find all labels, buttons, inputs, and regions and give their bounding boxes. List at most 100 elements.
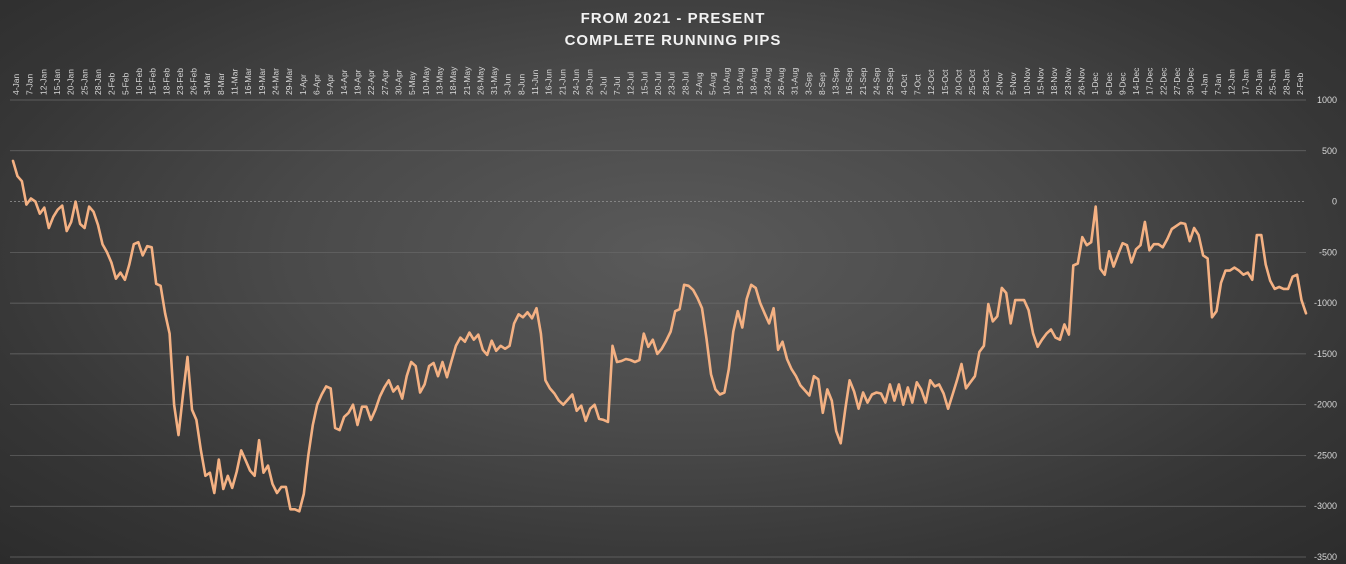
x-tick-label: 24-Mar xyxy=(271,68,281,95)
y-tick-label: -3000 xyxy=(1314,501,1337,511)
x-tick-label: 27-Dec xyxy=(1172,67,1182,95)
series-layer xyxy=(11,159,1308,513)
gridlines xyxy=(10,99,1306,558)
x-tick-label: 12-Oct xyxy=(926,69,936,95)
x-tick-label: 8-Sep xyxy=(817,72,827,95)
y-tick-label: -3500 xyxy=(1314,552,1337,562)
x-tick-label: 30-Dec xyxy=(1186,67,1196,95)
x-tick-label: 20-Jan xyxy=(66,69,76,95)
x-tick-label: 5-Aug xyxy=(708,72,718,95)
x-tick-label: 6-Dec xyxy=(1104,72,1114,95)
x-tick-label: 10-May xyxy=(421,66,431,95)
x-tick-label: 25-Oct xyxy=(967,69,977,95)
x-tick-label: 2-Feb xyxy=(107,73,117,95)
x-tick-label: 22-Apr xyxy=(366,69,376,95)
x-tick-label: 16-Sep xyxy=(844,67,854,95)
x-tick-label: 15-Feb xyxy=(148,68,158,95)
x-tick-label: 13-May xyxy=(434,66,444,95)
x-tick-label: 18-May xyxy=(448,66,458,95)
x-tick-label: 11-Jun xyxy=(530,69,540,95)
x-tick-label: 23-Jul xyxy=(667,72,677,95)
x-axis-ticks: 4-Jan 7-Jan 12-Jan 15-Jan 20-Jan 25-Jan 28-Jan… xyxy=(11,66,1305,95)
x-tick-label: 1-Dec xyxy=(1090,72,1100,95)
x-tick-label: 13-Sep xyxy=(831,67,841,95)
x-tick-label: 29-Jun xyxy=(585,69,595,95)
x-tick-label: 4-Oct xyxy=(899,74,909,95)
x-tick-label: 26-Aug xyxy=(776,67,786,95)
x-tick-label: 17-Dec xyxy=(1145,67,1155,95)
x-tick-label: 26-Nov xyxy=(1076,67,1086,95)
x-tick-label: 1-Apr xyxy=(298,74,308,95)
y-tick-label: 1000 xyxy=(1317,95,1337,105)
x-tick-label: 7-Jul xyxy=(612,76,622,95)
x-tick-label: 20-Jul xyxy=(653,72,663,95)
x-tick-label: 6-Apr xyxy=(312,74,322,95)
x-tick-label: 7-Jan xyxy=(25,73,35,95)
x-tick-label: 23-Aug xyxy=(762,67,772,95)
x-tick-label: 10-Aug xyxy=(721,67,731,95)
x-tick-label: 14-Dec xyxy=(1131,67,1141,95)
x-tick-label: 14-Apr xyxy=(339,69,349,95)
x-tick-label: 24-Jun xyxy=(571,69,581,95)
x-tick-label: 3-Sep xyxy=(803,72,813,95)
chart-subtitle: COMPLETE RUNNING PIPS xyxy=(564,32,782,49)
x-tick-label: 28-Jul xyxy=(680,72,690,95)
x-tick-label: 15-Jul xyxy=(639,72,649,95)
x-tick-label: 10-Nov xyxy=(1022,67,1032,95)
x-tick-label: 2-Nov xyxy=(994,72,1004,95)
x-tick-label: 29-Sep xyxy=(885,67,895,95)
x-tick-label: 10-Feb xyxy=(134,68,144,95)
y-tick-label: -2500 xyxy=(1314,450,1337,460)
x-tick-label: 13-Aug xyxy=(735,67,745,95)
x-tick-label: 18-Nov xyxy=(1049,67,1059,95)
chart-title-block: FROM 2021 - PRESENT COMPLETE RUNNING PIP… xyxy=(0,8,1346,52)
x-tick-label: 16-Mar xyxy=(243,68,253,95)
y-tick-label: -1000 xyxy=(1314,298,1337,308)
y-axis-ticks: 1000 500 0 -500 -1000 -1500 -2000 -2500 -3000 -35… xyxy=(1314,95,1337,562)
x-tick-label: 5-Feb xyxy=(120,73,130,95)
x-tick-label: 15-Oct xyxy=(940,69,950,95)
x-tick-label: 25-Jan xyxy=(1268,69,1278,95)
x-tick-label: 8-Mar xyxy=(216,73,226,95)
x-tick-label: 4-Jan xyxy=(1199,73,1209,95)
x-tick-label: 2-Feb xyxy=(1295,73,1305,95)
x-tick-label: 11-Mar xyxy=(230,69,240,95)
x-tick-label: 21-Jun xyxy=(557,69,567,95)
x-tick-label: 12-Jan xyxy=(38,69,48,95)
x-tick-label: 24-Sep xyxy=(872,67,882,95)
x-tick-label: 3-Jun xyxy=(503,73,513,95)
x-tick-label: 12-Jul xyxy=(626,72,636,95)
x-tick-label: 7-Oct xyxy=(913,74,923,95)
x-tick-label: 9-Apr xyxy=(325,74,335,95)
y-tick-label: 500 xyxy=(1322,146,1337,156)
x-tick-label: 12-Jan xyxy=(1227,69,1237,95)
x-tick-label: 21-May xyxy=(462,66,472,95)
x-tick-label: 19-Apr xyxy=(352,69,362,95)
x-tick-label: 28-Oct xyxy=(981,69,991,95)
x-tick-label: 20-Jan xyxy=(1254,69,1264,95)
x-tick-label: 31-May xyxy=(489,66,499,95)
x-tick-label: 25-Jan xyxy=(79,69,89,95)
y-tick-label: 0 xyxy=(1332,197,1337,207)
x-tick-label: 15-Jan xyxy=(52,69,62,95)
x-tick-label: 5-Nov xyxy=(1008,72,1018,95)
x-tick-label: 17-Jan xyxy=(1240,69,1250,95)
x-tick-label: 23-Feb xyxy=(175,68,185,95)
x-tick-label: 21-Sep xyxy=(858,67,868,95)
x-tick-label: 23-Nov xyxy=(1063,67,1073,95)
x-tick-label: 2-Aug xyxy=(694,72,704,95)
x-tick-label: 22-Dec xyxy=(1158,67,1168,95)
x-tick-label: 16-Jun xyxy=(544,69,554,95)
x-tick-label: 19-Mar xyxy=(257,68,267,95)
y-tick-label: -1500 xyxy=(1314,349,1337,359)
y-tick-label: -2000 xyxy=(1314,400,1337,410)
x-tick-label: 29-Mar xyxy=(284,68,294,95)
x-tick-label: 27-Apr xyxy=(380,69,390,95)
x-tick-label: 4-Jan xyxy=(11,73,21,95)
x-tick-label: 7-Jan xyxy=(1213,73,1223,95)
x-tick-label: 3-Mar xyxy=(202,73,212,95)
x-tick-label: 15-Nov xyxy=(1035,67,1045,95)
x-tick-label: 31-Aug xyxy=(790,67,800,95)
x-tick-label: 8-Jun xyxy=(516,73,526,95)
x-tick-label: 9-Dec xyxy=(1117,72,1127,95)
